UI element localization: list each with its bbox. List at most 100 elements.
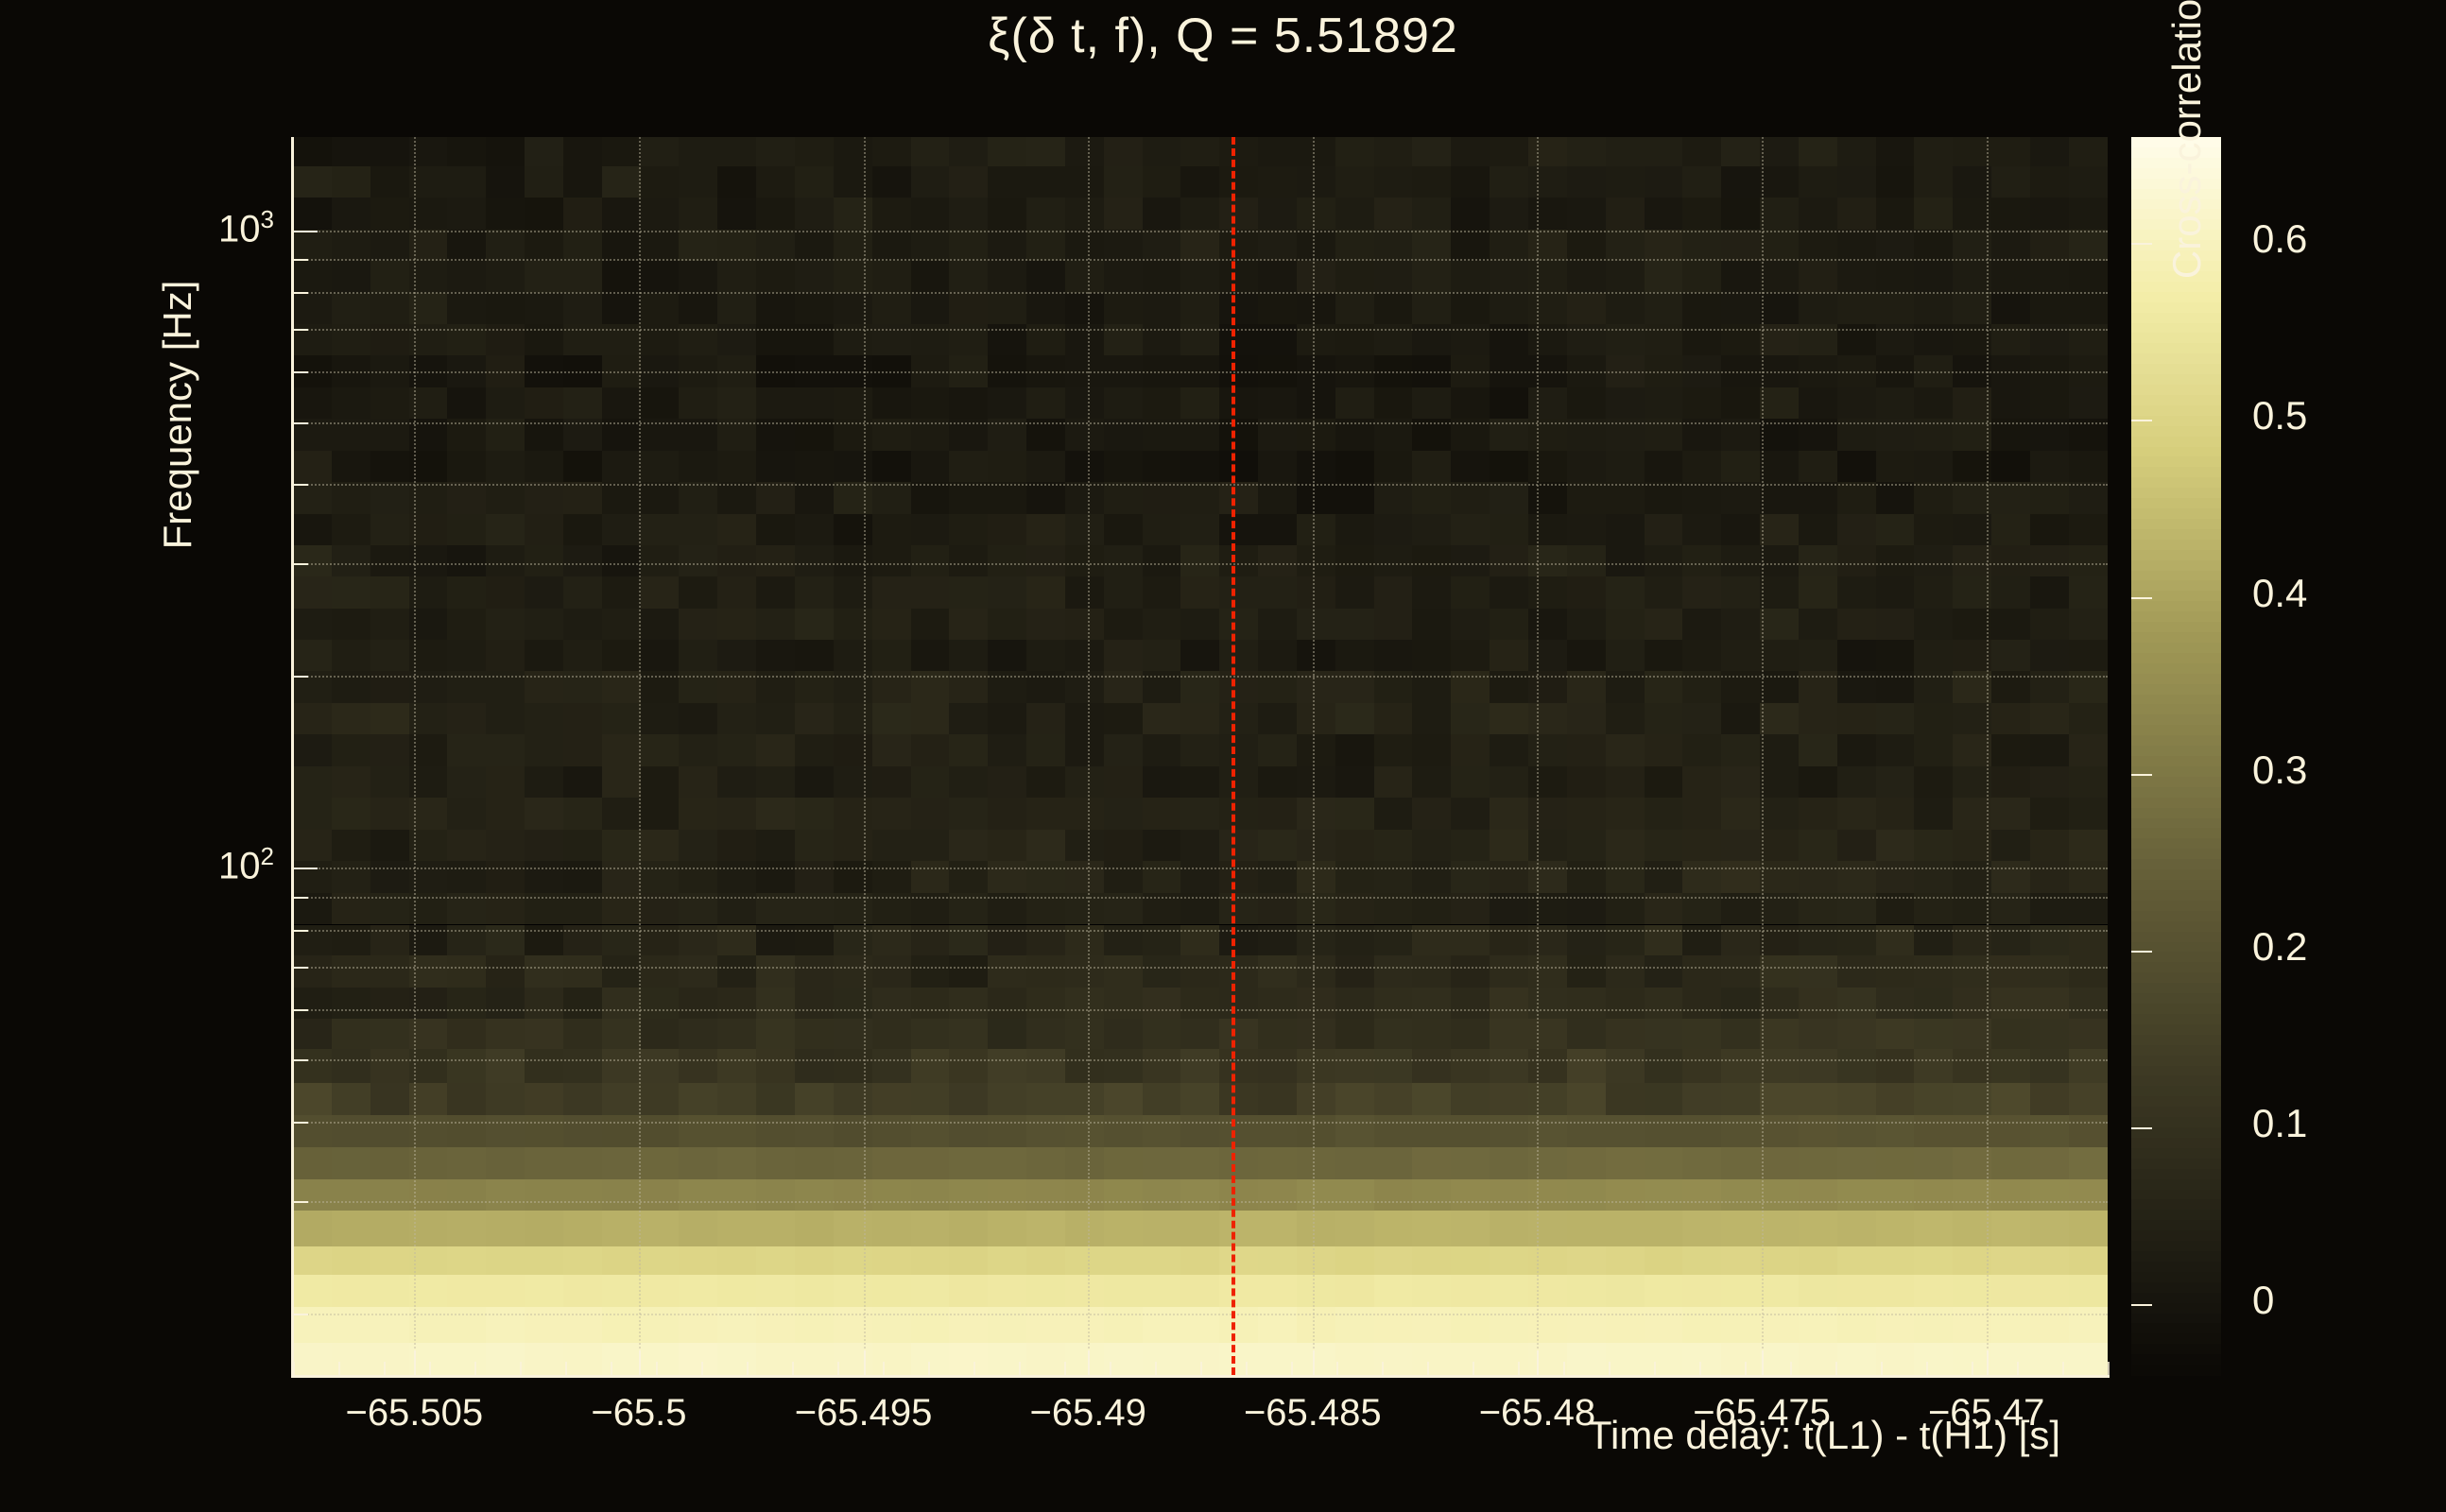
heatmap-cell: [486, 829, 525, 862]
heatmap-cell: [1528, 292, 1567, 324]
heatmap-cell: [331, 1049, 370, 1084]
heatmap-cell: [1914, 1114, 1954, 1148]
heatmap-cell: [1760, 1019, 1799, 1050]
heatmap-cell: [756, 829, 795, 862]
heatmap-cell: [640, 797, 680, 830]
heatmap-cell: [679, 450, 718, 483]
heatmap-plot-area[interactable]: [293, 137, 2108, 1375]
heatmap-cell: [408, 1246, 448, 1275]
heatmap-cell: [447, 1211, 487, 1246]
heatmap-cell: [679, 734, 718, 766]
heatmap-cell: [1258, 137, 1297, 166]
heatmap-cell: [331, 1083, 370, 1115]
heatmap-cell: [1180, 1114, 1220, 1148]
colorbar[interactable]: [2131, 137, 2221, 1376]
heatmap-cell: [794, 640, 834, 672]
heatmap-cell: [794, 1211, 834, 1246]
x-axis-tick-label: −65.47: [1927, 1392, 2045, 1434]
heatmap-cell: [1142, 137, 1181, 166]
heatmap-cell: [1644, 137, 1683, 166]
colorbar-segment: [2131, 972, 2221, 985]
heatmap-cell: [1296, 829, 1335, 862]
heatmap-cell: [1528, 608, 1567, 641]
heatmap-cell: [1412, 954, 1452, 988]
heatmap-cell: [1451, 165, 1490, 198]
heatmap-cell: [1721, 1211, 1761, 1246]
heatmap-cell: [486, 482, 525, 514]
colorbar-segment: [2131, 776, 2221, 788]
heatmap-cell: [1991, 355, 2030, 387]
heatmap-cell: [1566, 734, 1606, 766]
colorbar-segment: [2131, 1065, 2221, 1077]
heatmap-cell: [1836, 1211, 1876, 1246]
heatmap-cell: [1296, 544, 1335, 577]
colorbar-segment: [2131, 301, 2221, 314]
heatmap-cell: [1103, 1083, 1143, 1115]
heatmap-cell: [1335, 1049, 1374, 1084]
heatmap-cell: [1721, 640, 1761, 672]
heatmap-cell: [1258, 608, 1297, 641]
heatmap-cell: [1644, 829, 1683, 862]
y-axis-tick-label: 103: [218, 204, 274, 249]
heatmap-cell: [1953, 861, 1992, 893]
heatmap-cell: [717, 165, 757, 198]
heatmap-cell: [486, 292, 525, 324]
heatmap-cell: [1528, 323, 1567, 356]
heatmap-cell: [2029, 229, 2069, 262]
heatmap-cell: [1026, 987, 1065, 1020]
heatmap-cell: [1258, 198, 1297, 230]
heatmap-cell: [1875, 261, 1915, 293]
heatmap-cell: [1451, 137, 1490, 166]
heatmap-cell: [1142, 640, 1181, 672]
heatmap-cell: [833, 1147, 872, 1179]
heatmap-cell: [679, 292, 718, 324]
heatmap-cell: [1644, 1049, 1683, 1084]
heatmap-cell: [871, 1274, 911, 1308]
heatmap-row: [293, 292, 2108, 324]
heatmap-cell: [679, 892, 718, 925]
heatmap-cell: [486, 1342, 525, 1375]
heatmap-cell: [525, 1246, 563, 1275]
heatmap-cell: [1875, 137, 1915, 166]
heatmap-cell: [2068, 355, 2108, 387]
heatmap-cell: [910, 450, 950, 483]
heatmap-cell: [525, 861, 563, 893]
heatmap-cell: [1373, 450, 1413, 483]
heatmap-cell: [717, 482, 757, 514]
heatmap-cell: [1064, 924, 1104, 955]
heatmap-cell: [331, 1307, 370, 1343]
heatmap-cell: [756, 292, 795, 324]
heatmap-cell: [1721, 1114, 1761, 1148]
heatmap-cell: [910, 765, 950, 798]
heatmap-cell: [833, 1307, 872, 1343]
heatmap-cell: [1064, 419, 1104, 451]
heatmap-cell: [1103, 1307, 1143, 1343]
heatmap-cell: [1760, 544, 1799, 577]
heatmap-cell: [486, 1114, 525, 1148]
heatmap-cell: [1605, 608, 1645, 641]
heatmap-cell: [1373, 355, 1413, 387]
heatmap-cell: [1798, 765, 1837, 798]
heatmap-cell: [910, 1083, 950, 1115]
heatmap-cell: [1682, 544, 1722, 577]
heatmap-cell: [293, 765, 332, 798]
heatmap-cell: [1914, 954, 1954, 988]
heatmap-cell: [1296, 1342, 1335, 1375]
heatmap-cell: [1103, 797, 1143, 830]
heatmap-row: [293, 1049, 2108, 1084]
heatmap-cell: [640, 387, 680, 420]
heatmap-cell: [408, 1307, 448, 1343]
heatmap-cell: [1760, 765, 1799, 798]
heatmap-cell: [640, 765, 680, 798]
heatmap-cell: [1644, 608, 1683, 641]
heatmap-cell: [486, 1178, 525, 1211]
heatmap-cell: [1142, 482, 1181, 514]
heatmap-cell: [1682, 1147, 1722, 1179]
x-axis-minor-tick: [1745, 1362, 1747, 1375]
heatmap-cell: [1219, 924, 1259, 955]
heatmap-cell: [2029, 797, 2069, 830]
heatmap-cell: [794, 1049, 834, 1084]
heatmap-cell: [370, 450, 409, 483]
heatmap-cell: [1991, 1178, 2030, 1211]
heatmap-cell: [1566, 355, 1606, 387]
